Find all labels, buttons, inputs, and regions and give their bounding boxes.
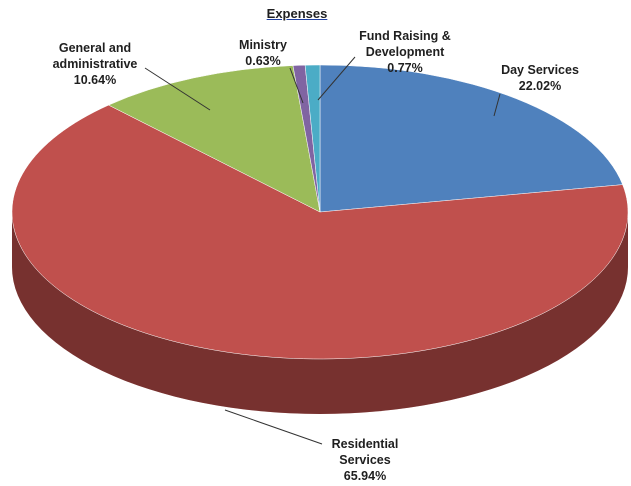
pie-slice xyxy=(319,64,623,213)
leader-line xyxy=(493,93,501,117)
pie-slice xyxy=(108,65,321,213)
category-label: Residential Services xyxy=(331,437,399,467)
category-label: Ministry xyxy=(239,38,287,52)
pie-slice xyxy=(304,64,321,213)
value-label: 22.02% xyxy=(518,79,562,93)
slice-label: Day Services 22.02% xyxy=(501,62,579,94)
pie-side-shade xyxy=(12,212,628,414)
leader-line xyxy=(144,67,211,111)
slice-label: General and administrative 10.64% xyxy=(35,40,155,88)
pie-side xyxy=(12,212,628,414)
pie-slice xyxy=(11,104,629,360)
value-label: 65.94% xyxy=(343,469,387,483)
slice-label: Ministry 0.63% xyxy=(239,37,287,69)
category-label: General and administrative xyxy=(52,41,138,71)
value-label: 0.63% xyxy=(245,54,281,68)
chart-title: Expenses xyxy=(266,6,328,21)
slice-label: Residential Services 65.94% xyxy=(320,436,410,484)
leader-line xyxy=(317,56,356,101)
value-label: 10.64% xyxy=(73,73,117,87)
leader-line xyxy=(224,409,323,445)
category-label: Fund Raising & Development xyxy=(359,29,451,59)
value-label: 0.77% xyxy=(387,61,423,75)
category-label: Day Services xyxy=(501,63,579,77)
slice-label: Fund Raising & Development 0.77% xyxy=(345,28,465,76)
leader-line xyxy=(289,67,304,104)
